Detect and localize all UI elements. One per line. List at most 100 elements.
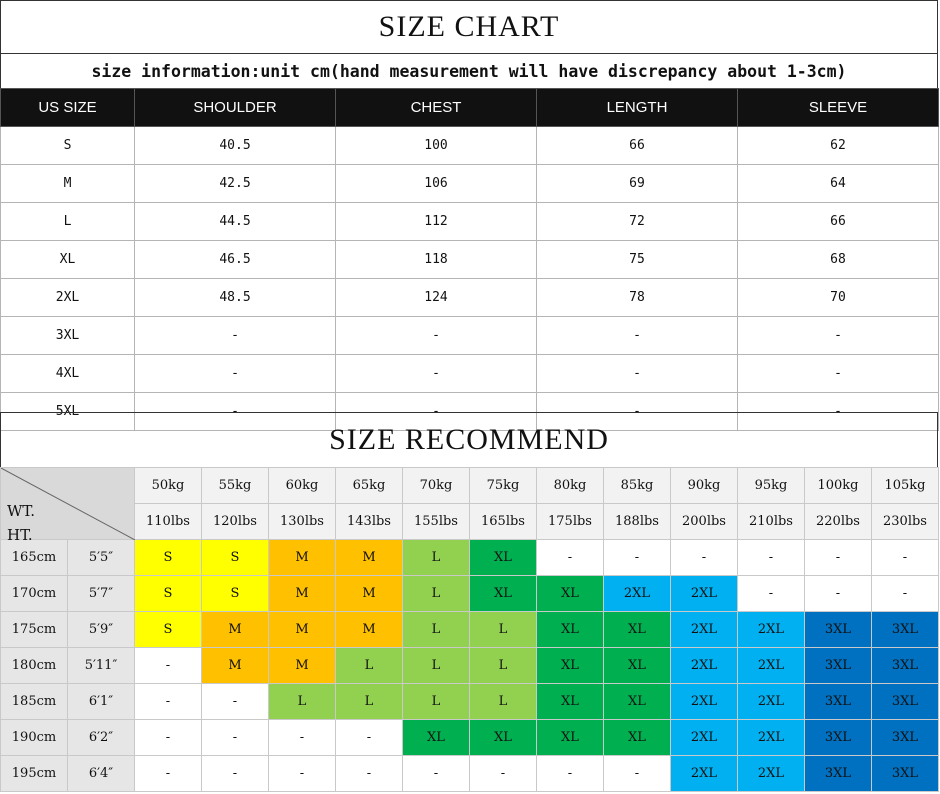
recommended-size-cell: M [268,539,336,576]
recommended-size-cell: - [134,683,202,720]
recommended-size-cell: XL [603,647,671,684]
recommended-size-cell: 3XL [804,611,872,648]
size-table-cell: - [134,354,336,393]
size-table-cell: 42.5 [134,164,336,203]
height-cm-cell: 185cm [0,683,68,720]
size-table-cell: 78 [536,278,738,317]
size-table-cell: 112 [335,202,537,241]
recommended-size-cell: S [201,575,269,612]
weight-lbs-cell: 230lbs [871,503,939,540]
weight-kg-cell: 90kg [670,467,738,504]
recommended-size-cell: - [134,755,202,792]
size-table-cell: S [0,126,135,165]
weight-kg-cell: 85kg [603,467,671,504]
recommended-size-cell: L [402,647,470,684]
weight-kg-cell: 80kg [536,467,604,504]
weight-lbs-cell: 175lbs [536,503,604,540]
size-table-cell: L [0,202,135,241]
recommended-size-cell: - [201,755,269,792]
weight-lbs-cell: 188lbs [603,503,671,540]
diagonal-divider-icon [1,468,135,540]
size-table-row: XL 46.5 118 75 68 [0,240,939,279]
recommended-size-cell: M [201,611,269,648]
size-table-cell: 75 [536,240,738,279]
recommended-size-cell: - [737,575,805,612]
height-cm-cell: 170cm [0,575,68,612]
size-table-cell: 5XL [0,392,135,431]
size-table-row: 4XL - - - - [0,354,939,393]
size-table-cell: 64 [737,164,939,203]
recommended-size-cell: 2XL [737,683,805,720]
recommend-row: 180cm 5′11″ - M M L L L XL XL 2XL 2XL 3XL 3XL [0,647,939,684]
recommended-size-cell: - [201,719,269,756]
size-table-cell: 62 [737,126,939,165]
weight-lbs-cell: 143lbs [335,503,403,540]
recommended-size-cell: - [134,719,202,756]
recommended-size-cell: L [335,683,403,720]
height-cm-cell: 165cm [0,539,68,576]
height-cm-cell: 175cm [0,611,68,648]
size-table-cell: 48.5 [134,278,336,317]
recommended-size-cell: - [268,755,336,792]
header-chest: CHEST [335,88,537,127]
recommended-size-cell: 2XL [670,755,738,792]
size-table-row: 2XL 48.5 124 78 70 [0,278,939,317]
recommended-size-cell: S [134,539,202,576]
size-table-cell: - [536,392,738,431]
corner-wt-label: WT. [7,502,35,520]
weight-lbs-cell: 120lbs [201,503,269,540]
weight-lbs-row: 110lbs 120lbs 130lbs 143lbs 155lbs 165lbs 175l… [1,503,939,540]
size-table-cell: 3XL [0,316,135,355]
recommended-size-cell: - [737,539,805,576]
height-cm-cell: 190cm [0,719,68,756]
recommended-size-cell: XL [536,611,604,648]
size-table-row: 5XL - - - - [0,392,939,431]
recommended-size-cell: - [335,719,403,756]
recommended-size-cell: - [603,539,671,576]
recommended-size-cell: L [402,539,470,576]
size-table-cell: 69 [536,164,738,203]
size-table-header-row: US SIZE SHOULDER CHEST LENGTH SLEEVE [0,88,939,127]
size-table-cell: 2XL [0,278,135,317]
recommended-size-cell: 2XL [670,575,738,612]
recommended-size-cell: XL [603,611,671,648]
recommended-size-cell: 2XL [670,647,738,684]
recommended-size-cell: M [268,647,336,684]
height-cm-cell: 180cm [0,647,68,684]
size-table-cell: - [737,354,939,393]
recommended-size-cell: XL [469,539,537,576]
recommended-size-cell: - [804,539,872,576]
recommended-size-cell: 3XL [871,647,939,684]
height-ft-cell: 5′9″ [67,611,135,648]
size-table-row: 3XL - - - - [0,316,939,355]
size-table-cell: 40.5 [134,126,336,165]
size-chart-table: US SIZE SHOULDER CHEST LENGTH SLEEVE S 40… [0,88,939,431]
recommended-size-cell: XL [603,683,671,720]
size-table-cell: 124 [335,278,537,317]
size-table-cell: 4XL [0,354,135,393]
recommended-size-cell: L [268,683,336,720]
weight-lbs-cell: 155lbs [402,503,470,540]
recommended-size-cell: - [871,575,939,612]
recommended-size-cell: - [201,683,269,720]
size-info-note: size information:unit cm(hand measuremen… [0,54,938,88]
size-table-cell: - [134,316,336,355]
size-table-row: L 44.5 112 72 66 [0,202,939,241]
recommended-size-cell: 2XL [670,611,738,648]
weight-kg-cell: 105kg [871,467,939,504]
recommended-size-cell: M [335,539,403,576]
recommended-size-cell: XL [536,647,604,684]
size-table-cell: 118 [335,240,537,279]
recommended-size-cell: 2XL [670,719,738,756]
size-table-row: M 42.5 106 69 64 [0,164,939,203]
height-ft-cell: 6′2″ [67,719,135,756]
recommended-size-cell: - [871,539,939,576]
recommended-size-cell: 2XL [737,719,805,756]
size-table-cell: - [737,392,939,431]
recommended-size-cell: - [402,755,470,792]
recommended-size-cell: - [268,719,336,756]
recommended-size-cell: M [335,611,403,648]
size-table-cell: 72 [536,202,738,241]
recommended-size-cell: XL [603,719,671,756]
recommended-size-cell: - [536,539,604,576]
